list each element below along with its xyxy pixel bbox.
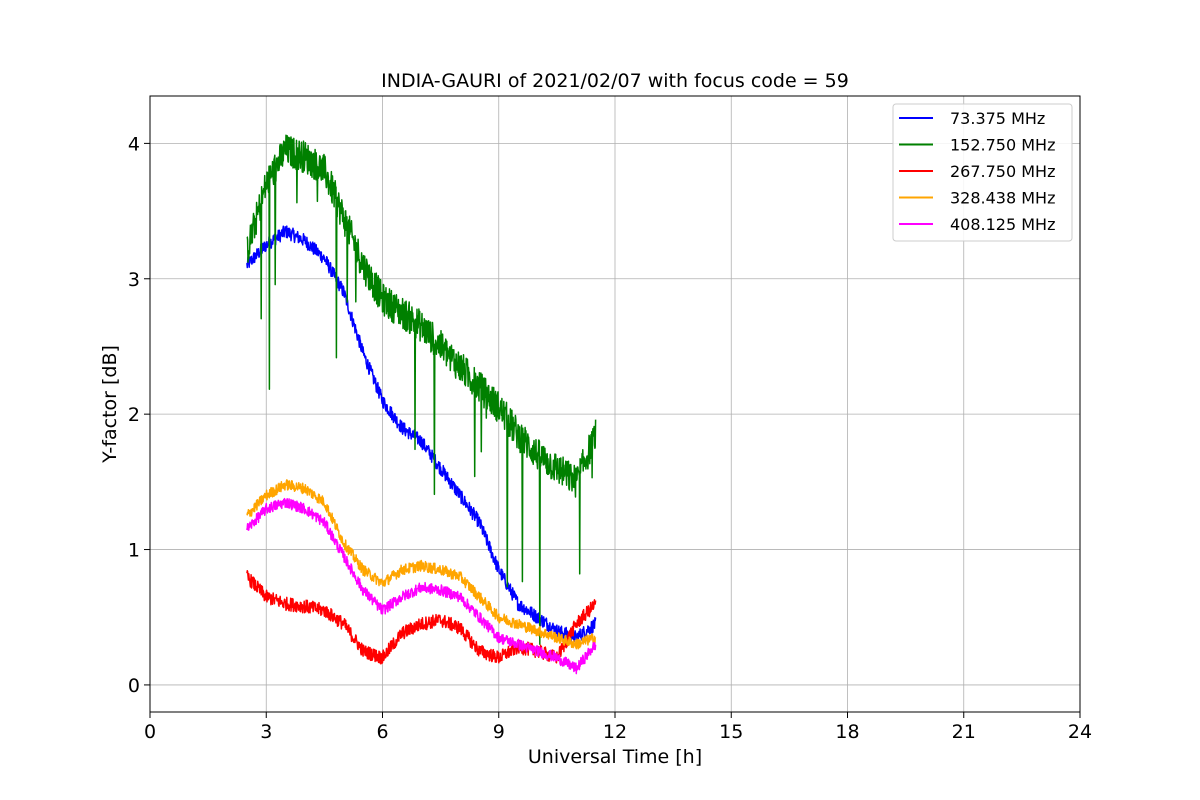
y-tick-label: 4: [128, 133, 140, 155]
y-axis-ticks: 0 1 2 3 4: [128, 133, 150, 697]
x-tick-label: 0: [144, 721, 156, 743]
x-tick-label: 9: [493, 721, 505, 743]
legend-label-4: 408.125 MHz: [950, 215, 1055, 234]
legend-label-3: 328.438 MHz: [950, 189, 1055, 208]
y-tick-label: 2: [128, 404, 140, 426]
x-tick-label: 15: [719, 721, 743, 743]
legend: 73.375 MHz 152.750 MHz 267.750 MHz 328.438 …: [892, 103, 1073, 242]
x-tick-label: 3: [260, 721, 272, 743]
x-tick-label: 12: [603, 721, 627, 743]
x-tick-label: 24: [1068, 721, 1092, 743]
legend-label-1: 152.750 MHz: [950, 136, 1055, 155]
plot-series: [246, 134, 597, 675]
legend-label-0: 73.375 MHz: [950, 109, 1045, 128]
x-tick-label: 6: [376, 721, 388, 743]
x-axis-label: Universal Time [h]: [528, 746, 702, 768]
chart-title: INDIA-GAURI of 2021/02/07 with focus cod…: [381, 70, 849, 92]
series-line-0: [246, 225, 597, 644]
series-line-3: [246, 479, 597, 650]
series-line-4: [246, 497, 597, 675]
y-tick-label: 0: [128, 675, 140, 697]
x-tick-label: 18: [835, 721, 859, 743]
y-tick-label: 1: [128, 540, 140, 562]
x-tick-label: 21: [952, 721, 976, 743]
series-line-1: [246, 134, 597, 646]
x-axis-ticks: 0 3 6 9 12 15 18 21 24: [144, 712, 1092, 743]
legend-label-2: 267.750 MHz: [950, 162, 1055, 181]
y-axis-label: Y-factor [dB]: [99, 345, 121, 464]
legend-box: [892, 103, 1073, 242]
y-tick-label: 3: [128, 269, 140, 291]
